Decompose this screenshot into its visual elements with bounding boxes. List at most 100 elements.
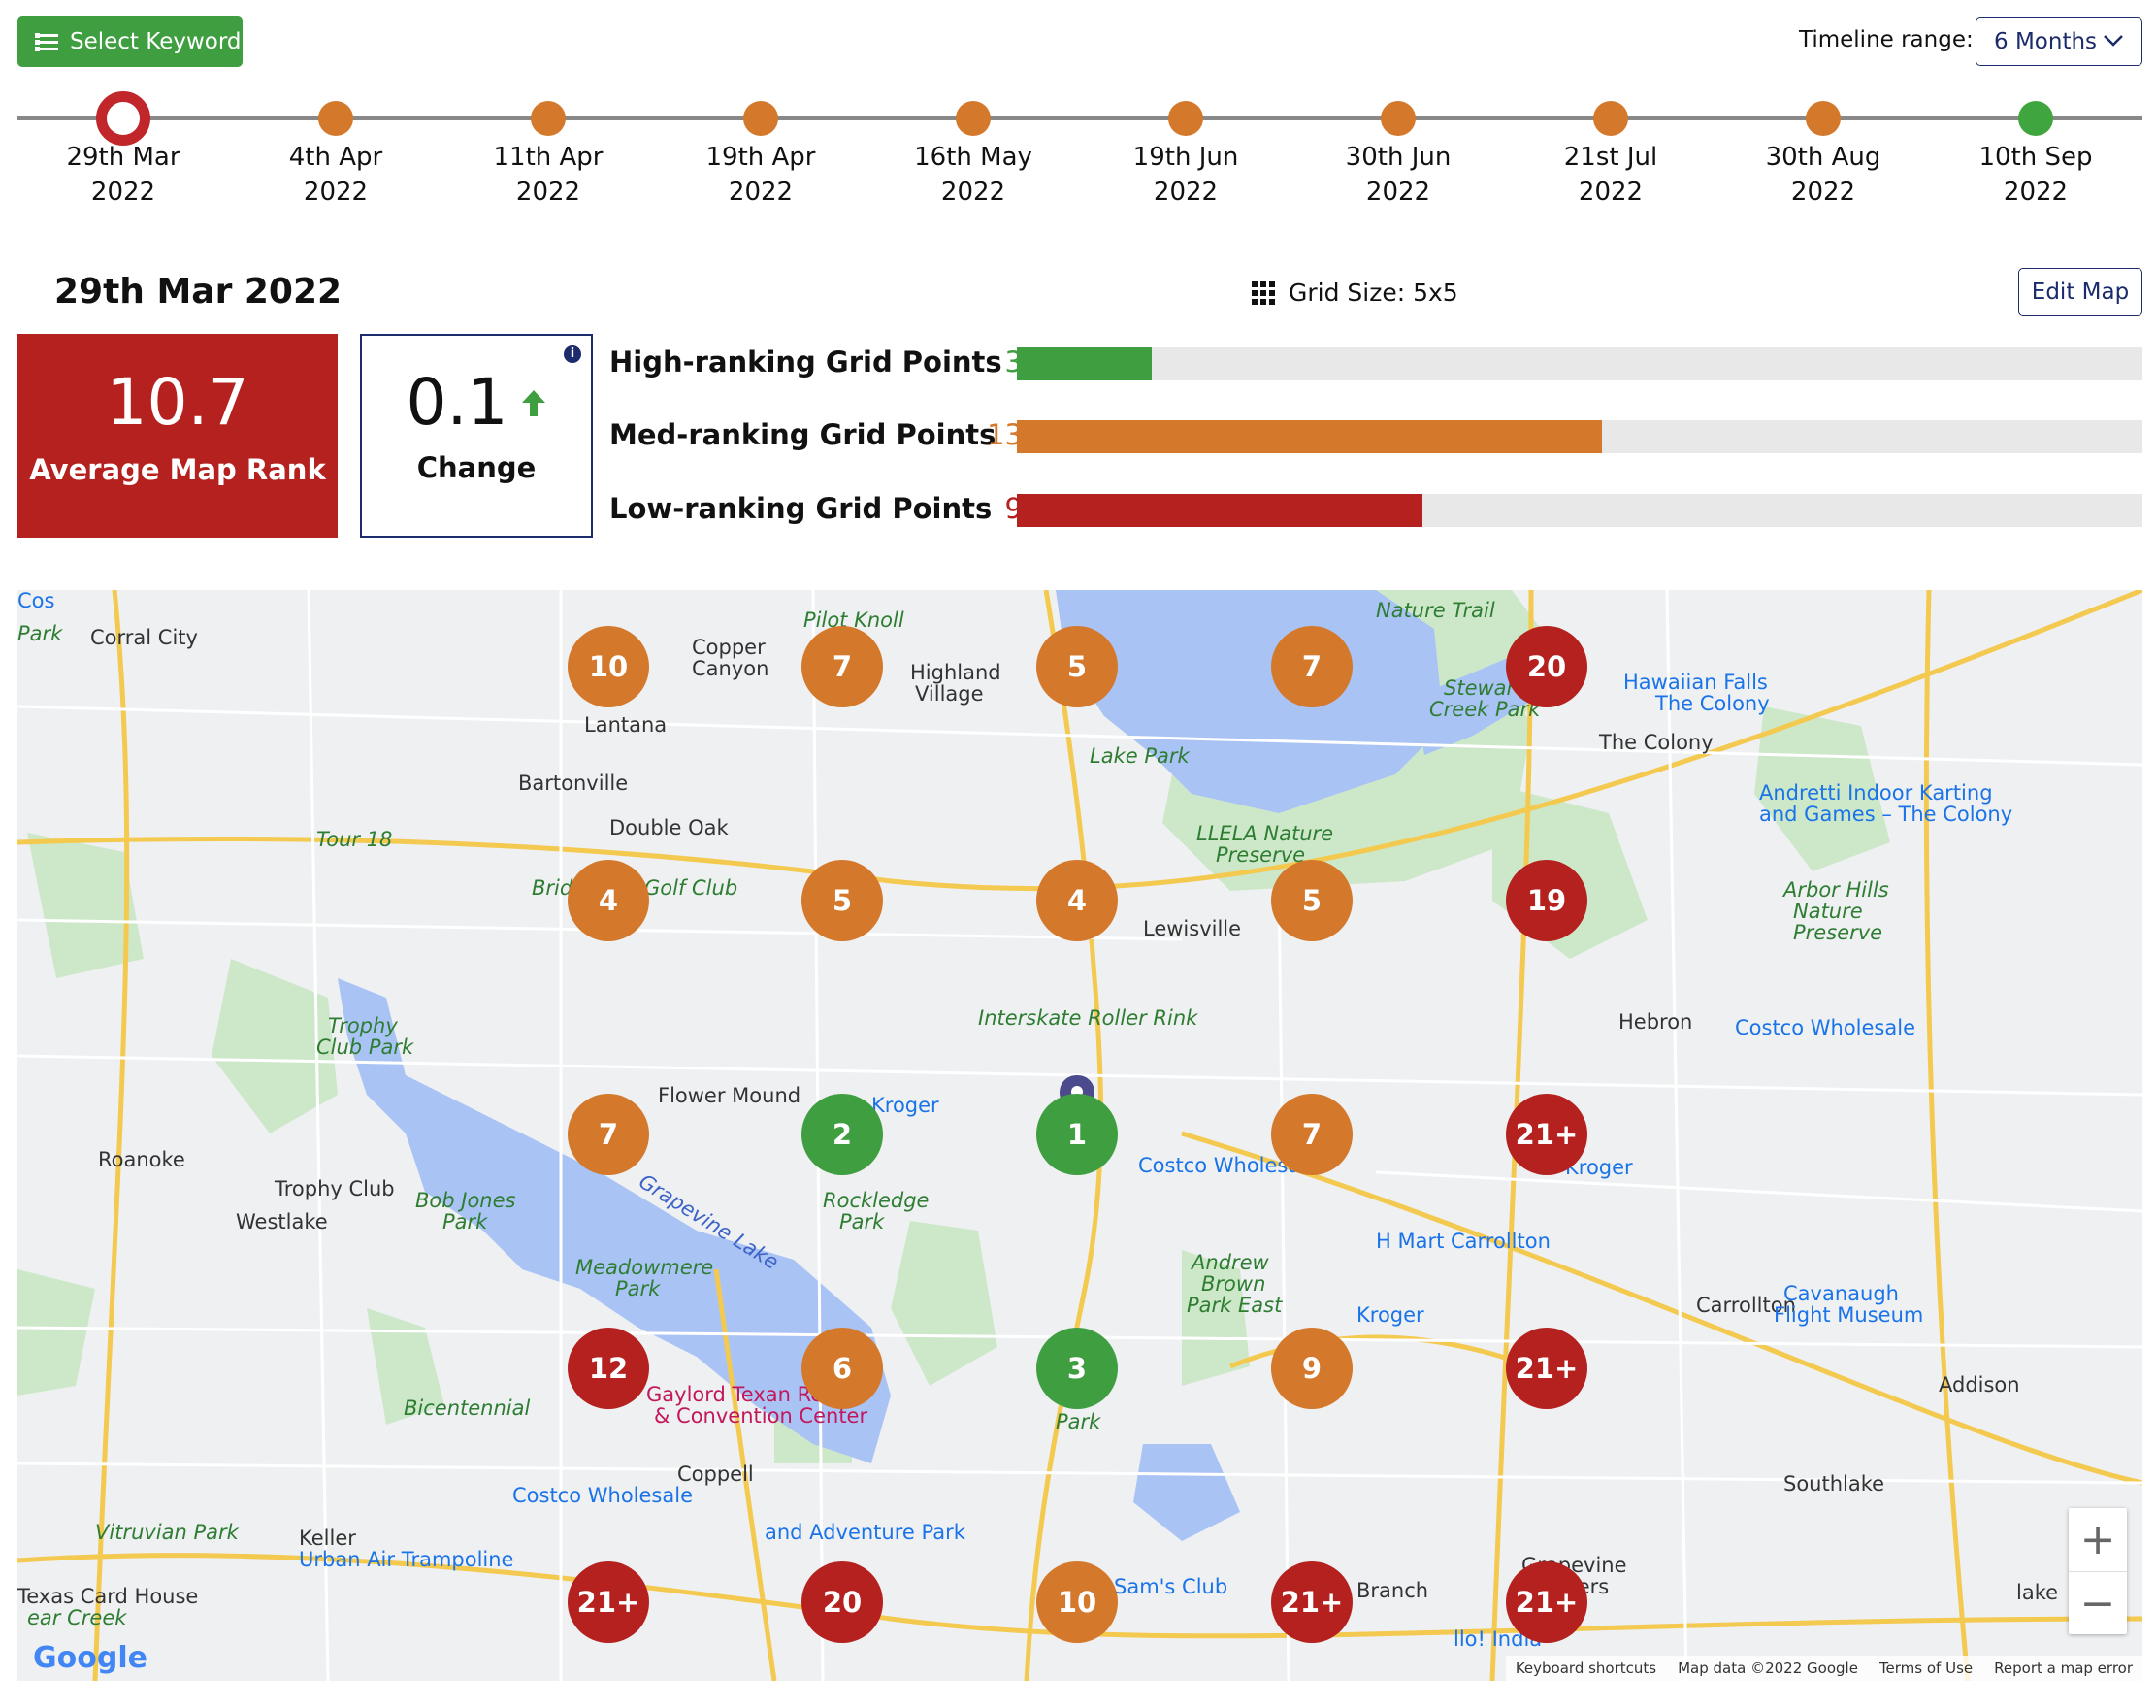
rank-marker[interactable]: 20 — [1506, 626, 1587, 707]
timeline-point[interactable]: 16th May 2022 — [866, 0, 1080, 210]
timeline-year: 2022 — [1365, 178, 1431, 207]
rank-marker[interactable]: 20 — [801, 1561, 883, 1643]
grid-size-indicator: Grid Size: 5x5 — [1252, 279, 1458, 307]
map-place-label: The Colony — [1599, 731, 1714, 754]
map-footer-link[interactable]: Terms of Use — [1878, 1659, 1974, 1677]
zoom-out-button[interactable]: − — [2079, 1579, 2116, 1628]
map-place-label: Trophy Club — [275, 1177, 395, 1200]
timeline-dot[interactable] — [1593, 101, 1628, 136]
map-place-label: lake — [2016, 1581, 2059, 1604]
timeline-date: 21st Jul — [1563, 143, 1658, 172]
edit-map-button[interactable]: Edit Map — [2018, 268, 2142, 316]
timeline-track — [17, 116, 2142, 120]
timeline-point[interactable]: 30th Jun 2022 — [1291, 0, 1505, 210]
timeline-date: 19th Apr — [705, 143, 816, 172]
map-basemap — [17, 590, 2142, 1681]
rank-marker[interactable]: 9 — [1271, 1328, 1353, 1409]
rank-marker[interactable]: 12 — [568, 1328, 649, 1409]
rank-marker[interactable]: 21+ — [1506, 1094, 1587, 1175]
map-place-label: ear Creek — [27, 1606, 127, 1629]
map-place-label: Bartonville — [518, 772, 629, 795]
timeline-date: 4th Apr — [288, 143, 383, 172]
map-place-label: Golf Club — [644, 876, 738, 900]
timeline-year: 2022 — [728, 178, 794, 207]
map-place-label: Kroger — [871, 1094, 939, 1117]
timeline-point[interactable]: 21st Jul 2022 — [1504, 0, 1717, 210]
timeline-range-value: 6 Months — [1994, 29, 2098, 54]
timeline-dot[interactable] — [531, 101, 566, 136]
map-place-label: Southlake — [1783, 1472, 1885, 1495]
map-place-label: Costco Wholesale — [512, 1484, 693, 1507]
timeline-point[interactable]: 30th Aug 2022 — [1716, 0, 1930, 210]
rank-marker[interactable]: 4 — [568, 860, 649, 941]
map-place-label: Kroger — [1356, 1303, 1424, 1327]
map-place-label: Costco Wholesa — [1138, 1154, 1301, 1177]
map-footer: Keyboard shortcuts Map data ©2022 Google T… — [1505, 1656, 2142, 1681]
map-place-label: Park — [442, 1210, 488, 1233]
rank-marker[interactable]: 21+ — [568, 1561, 649, 1643]
timeline-range-label: Timeline range: — [1799, 27, 1974, 52]
map-place-label: Carrollton — [1696, 1294, 1796, 1317]
rank-marker[interactable]: 1 — [1036, 1094, 1118, 1175]
timeline-date: 30th Aug — [1765, 143, 1881, 172]
chevron-down-icon — [2104, 35, 2123, 47]
select-keyword-button[interactable]: Select Keyword — [17, 16, 243, 67]
timeline-year: 2022 — [1153, 178, 1219, 207]
timeline-range-select[interactable]: 6 Months — [1976, 17, 2142, 66]
timeline-point[interactable]: 19th Apr 2022 — [654, 0, 867, 210]
select-keyword-label: Select Keyword — [70, 29, 242, 54]
ranking-bar-row: Low-ranking Grid Points 9 — [609, 492, 2142, 531]
rank-marker[interactable]: 21+ — [1506, 1561, 1587, 1643]
timeline-point[interactable]: 19th Jun 2022 — [1079, 0, 1292, 210]
timeline-dot[interactable] — [1168, 101, 1203, 136]
rank-marker[interactable]: 19 — [1506, 860, 1587, 941]
map-place-label: Brown — [1201, 1272, 1266, 1296]
rank-marker[interactable]: 7 — [1271, 1094, 1353, 1175]
map-place-label: Gaylord Texan Re — [646, 1383, 824, 1406]
map-footer-link[interactable]: Report a map error — [1994, 1659, 2133, 1677]
timeline-dot[interactable] — [2018, 101, 2053, 136]
rank-marker[interactable]: 7 — [1271, 626, 1353, 707]
map-place-label: Preserve — [1216, 843, 1306, 867]
grid-size-label: Grid Size: 5x5 — [1289, 279, 1458, 307]
rank-marker[interactable]: 6 — [801, 1328, 883, 1409]
rank-marker[interactable]: 7 — [568, 1094, 649, 1175]
map-place-label: H Mart Carrollton — [1376, 1230, 1551, 1253]
map-place-label: Flower Mound — [658, 1084, 801, 1107]
timeline-point[interactable]: 4th Apr 2022 — [229, 0, 442, 210]
ranking-bar-track — [1017, 347, 2142, 380]
map-place-label: Corral City — [90, 626, 198, 649]
zoom-controls: + − — [2069, 1508, 2127, 1634]
zoom-in-button[interactable]: + — [2069, 1508, 2127, 1572]
timeline-dot[interactable] — [1381, 101, 1416, 136]
info-icon[interactable]: i — [564, 345, 581, 363]
rank-marker[interactable]: 10 — [1036, 1561, 1118, 1643]
timeline-year: 2022 — [2003, 178, 2069, 207]
timeline-dot[interactable] — [318, 101, 353, 136]
timeline-dot[interactable] — [1806, 101, 1841, 136]
map-place-label: and Adventure Park — [765, 1521, 965, 1544]
rank-marker[interactable]: 21+ — [1271, 1561, 1353, 1643]
timeline-point[interactable]: 11th Apr 2022 — [441, 0, 655, 210]
map-place-label: Meadowmere — [575, 1256, 714, 1279]
map-place-label: Park — [17, 622, 63, 645]
timeline-date: 29th Mar — [66, 143, 180, 172]
rank-marker[interactable]: 3 — [1036, 1328, 1118, 1409]
rank-marker[interactable]: 7 — [801, 626, 883, 707]
ranking-bar-track — [1017, 420, 2142, 453]
rank-marker[interactable]: 5 — [1271, 860, 1353, 941]
timeline-dot[interactable] — [96, 91, 150, 146]
rank-marker[interactable]: 5 — [1036, 626, 1118, 707]
rank-marker[interactable]: 10 — [568, 626, 649, 707]
map-footer-link[interactable]: Keyboard shortcuts — [1515, 1659, 1657, 1677]
rank-marker[interactable]: 21+ — [1506, 1328, 1587, 1409]
map-footer-link[interactable]: Map data ©2022 Google — [1678, 1659, 1858, 1677]
rank-grid-map[interactable]: Corral City Copper Canyon Pilot Knoll Highla… — [17, 590, 2142, 1681]
rank-marker[interactable]: 4 — [1036, 860, 1118, 941]
rank-marker[interactable]: 2 — [801, 1094, 883, 1175]
timeline-dot[interactable] — [743, 101, 778, 136]
timeline-point[interactable]: 29th Mar 2022 — [16, 0, 230, 210]
timeline-dot[interactable] — [956, 101, 991, 136]
timeline-point[interactable]: 10th Sep 2022 — [1929, 0, 2142, 210]
rank-marker[interactable]: 5 — [801, 860, 883, 941]
